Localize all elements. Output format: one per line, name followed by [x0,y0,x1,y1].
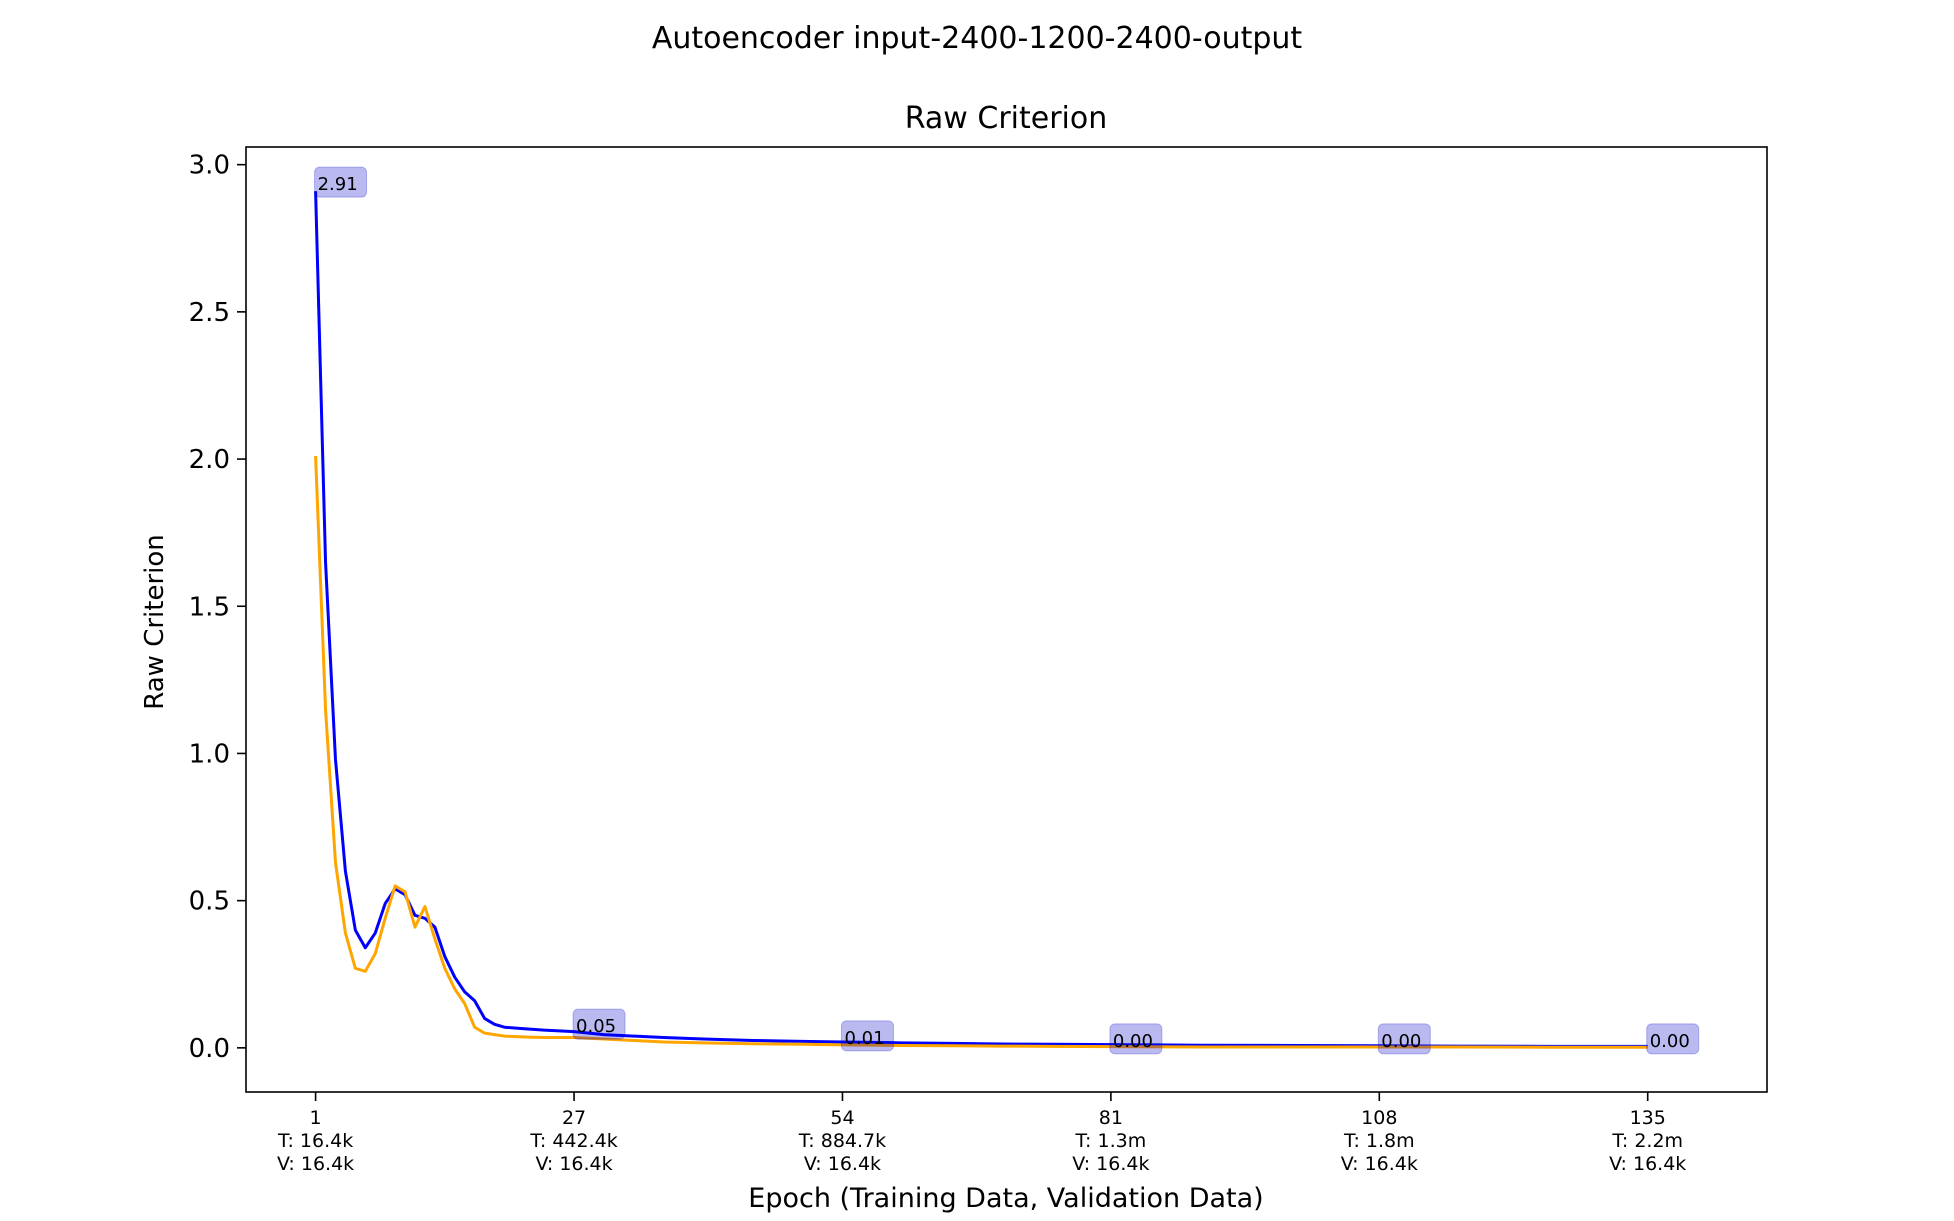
data-label-box [1377,1023,1431,1055]
y-tick-label: 2.5 [189,298,230,328]
series-line-blue [314,191,1648,1048]
x-tick-label: T: 1.3m [1075,1130,1147,1152]
y-axis-label: Raw Criterion [140,534,170,710]
x-tick-label: 108 [1361,1107,1397,1129]
y-tick-label: 1.0 [189,739,230,769]
y-tick-label: 3.0 [189,151,230,181]
x-tick-label: T: 884.7k [798,1130,886,1152]
data-label-box [572,1008,626,1040]
figure-suptitle: Autoencoder input-2400-1200-2400-output [652,21,1303,56]
x-tick-label: V: 16.4k [804,1153,881,1175]
x-tick-label: V: 16.4k [1072,1153,1149,1175]
x-tick-label: V: 16.4k [1609,1153,1686,1175]
x-tick-label: T: 16.4k [277,1130,353,1152]
data-label: 0.05 [576,1016,616,1037]
x-tick-label: 1 [310,1107,322,1129]
y-tick-label: 2.0 [189,445,230,475]
y-tick-label: 0.5 [189,887,230,917]
data-label: 0.01 [844,1028,884,1049]
series-line-orange [314,456,1648,1049]
x-tick-label: 54 [830,1107,854,1129]
data-label: 0.00 [1113,1031,1153,1052]
y-tick-label: 1.5 [189,592,230,622]
x-tick-label: V: 16.4k [277,1153,354,1175]
x-tick-label: 81 [1099,1107,1123,1129]
x-tick-label: T: 2.2m [1611,1130,1683,1152]
x-tick-label: V: 16.4k [535,1153,612,1175]
x-tick-label: 135 [1630,1107,1666,1129]
data-label: 0.00 [1650,1031,1690,1052]
plot-area: 0.00.51.01.52.02.53.01T: 16.4kV: 16.4k27… [189,151,1700,1175]
data-label-box [1646,1023,1700,1055]
x-tick-label: V: 16.4k [1341,1153,1418,1175]
x-axis-label: Epoch (Training Data, Validation Data) [748,1183,1263,1214]
chart-title: Raw Criterion [905,101,1108,136]
data-label-box [840,1020,894,1052]
axes-frame [245,146,1768,1093]
data-label: 2.91 [318,174,358,195]
x-tick-label: T: 1.8m [1343,1130,1415,1152]
y-tick-label: 0.0 [189,1034,230,1064]
x-tick-label: T: 442.4k [529,1130,617,1152]
data-label-box [1109,1023,1163,1055]
data-label-box [314,166,368,198]
x-tick-label: 27 [562,1107,586,1129]
data-label: 0.00 [1381,1031,1421,1052]
